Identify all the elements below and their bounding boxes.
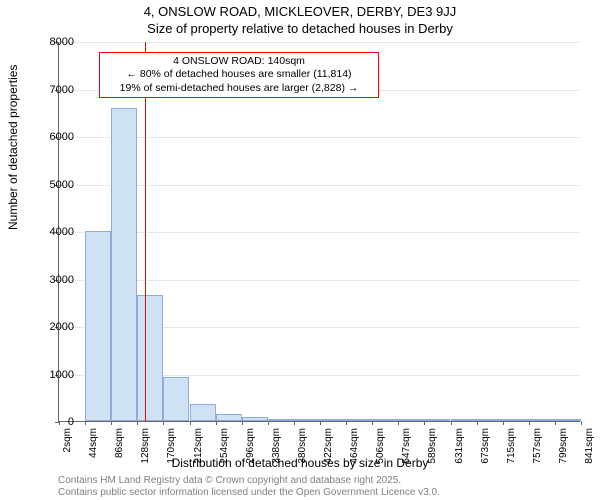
histogram-bar (372, 419, 398, 421)
x-tick-label: 2sqm (62, 428, 73, 452)
histogram-bar (503, 419, 529, 421)
x-tick-mark (424, 421, 425, 425)
y-tick-label: 4000 (50, 226, 74, 238)
y-tick-label: 8000 (50, 36, 74, 48)
x-tick-mark (346, 421, 347, 425)
y-tick-label: 3000 (50, 274, 74, 286)
chart-title-sub: Size of property relative to detached ho… (0, 21, 600, 36)
x-tick-mark (477, 421, 478, 425)
histogram-bar (451, 419, 477, 421)
y-tick-label: 2000 (50, 321, 74, 333)
histogram-bar (242, 417, 268, 421)
histogram-bar (555, 419, 581, 421)
histogram-bar (163, 377, 189, 421)
histogram-bar (190, 404, 216, 421)
chart-container: 4, ONSLOW ROAD, MICKLEOVER, DERBY, DE3 9… (0, 0, 600, 500)
histogram-bar (320, 419, 346, 421)
x-tick-mark (216, 421, 217, 425)
x-tick-mark (111, 421, 112, 425)
x-tick-mark (190, 421, 191, 425)
histogram-bar (294, 419, 320, 421)
x-tick-mark (555, 421, 556, 425)
footer-line-1: Contains HM Land Registry data © Crown c… (58, 475, 401, 486)
x-tick-mark (503, 421, 504, 425)
x-tick-mark (372, 421, 373, 425)
y-tick-label: 1000 (50, 369, 74, 381)
histogram-bar (85, 231, 111, 421)
x-tick-mark (581, 421, 582, 425)
x-tick-mark (451, 421, 452, 425)
x-tick-mark (59, 421, 60, 425)
y-tick-label: 7000 (50, 84, 74, 96)
histogram-bar (529, 419, 555, 421)
annotation-line-2: ← 80% of detached houses are smaller (11… (106, 68, 372, 81)
x-tick-mark (137, 421, 138, 425)
y-tick-label: 5000 (50, 179, 74, 191)
reference-line (145, 42, 146, 421)
footer-line-2: Contains public sector information licen… (58, 487, 440, 498)
annotation-line-1: 4 ONSLOW ROAD: 140sqm (106, 55, 372, 68)
histogram-bar (268, 419, 294, 421)
histogram-bar (346, 419, 372, 421)
histogram-bar (111, 108, 137, 422)
histogram-bar (424, 419, 450, 421)
x-tick-mark (529, 421, 530, 425)
histogram-bar (398, 419, 424, 421)
x-tick-label: 86sqm (114, 428, 125, 458)
y-axis-label: Number of detached properties (6, 65, 20, 230)
plot-area: 4 ONSLOW ROAD: 140sqm← 80% of detached h… (58, 42, 580, 422)
x-tick-mark (242, 421, 243, 425)
y-tick-label: 0 (68, 416, 74, 428)
histogram-bar (137, 295, 163, 421)
annotation-line-3: 19% of semi-detached houses are larger (… (106, 82, 372, 95)
histogram-bar (477, 419, 503, 421)
x-tick-mark (294, 421, 295, 425)
gridline (59, 42, 580, 43)
annotation-box: 4 ONSLOW ROAD: 140sqm← 80% of detached h… (99, 52, 379, 98)
chart-title-main: 4, ONSLOW ROAD, MICKLEOVER, DERBY, DE3 9… (0, 4, 600, 19)
x-tick-mark (320, 421, 321, 425)
x-tick-label: 44sqm (88, 428, 99, 458)
x-tick-mark (163, 421, 164, 425)
y-tick-label: 6000 (50, 131, 74, 143)
x-tick-mark (85, 421, 86, 425)
x-tick-mark (268, 421, 269, 425)
x-axis-label: Distribution of detached houses by size … (0, 456, 600, 470)
x-tick-mark (398, 421, 399, 425)
histogram-bar (216, 414, 242, 421)
